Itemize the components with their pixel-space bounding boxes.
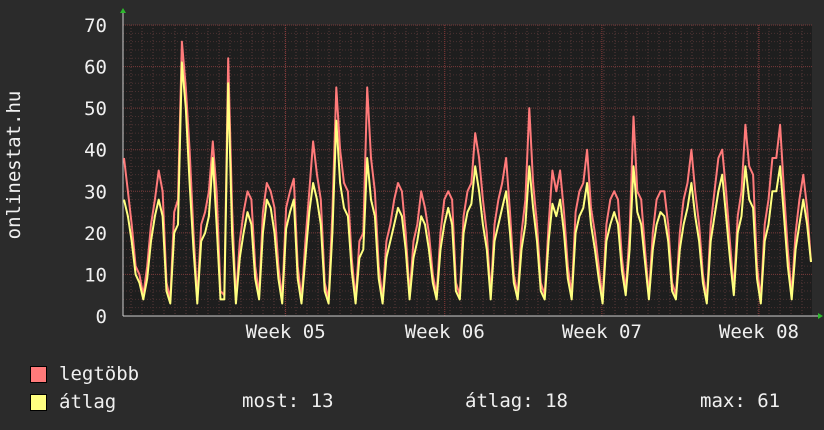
legend-swatch-avg: [30, 393, 47, 411]
y-tick-label: 30: [84, 181, 107, 203]
x-axis-arrow: [818, 313, 823, 319]
y-tick-label: 60: [84, 57, 107, 79]
legend-label-avg: átlag: [59, 391, 117, 413]
y-axis-arrow: [120, 8, 126, 13]
x-tick-label: Week 06: [405, 321, 485, 343]
y-tick-label: 0: [96, 306, 107, 328]
stat-max: max: 61: [700, 390, 781, 412]
legend-swatch-max: [30, 365, 47, 383]
x-tick-label: Week 05: [246, 321, 326, 343]
legend-item-max: legtöbb: [30, 363, 139, 385]
x-tick-label: Week 08: [719, 321, 799, 343]
y-tick-label: 40: [84, 140, 107, 162]
stat-avg: átlag: 18: [465, 390, 568, 412]
y-tick-label: 20: [84, 223, 107, 245]
stat-now: most: 13: [242, 390, 334, 412]
y-tick-label: 10: [84, 264, 107, 286]
legend-item-avg: átlag: [30, 391, 116, 413]
legend-label-max: legtöbb: [59, 363, 140, 385]
y-tick-label: 70: [84, 15, 107, 37]
y-tick-label: 50: [84, 98, 107, 120]
series-line-1: [123, 61, 812, 305]
x-tick-label: Week 07: [562, 321, 642, 343]
y-axis-label: onlinestat.hu: [3, 91, 25, 240]
series-line-0: [123, 40, 812, 301]
